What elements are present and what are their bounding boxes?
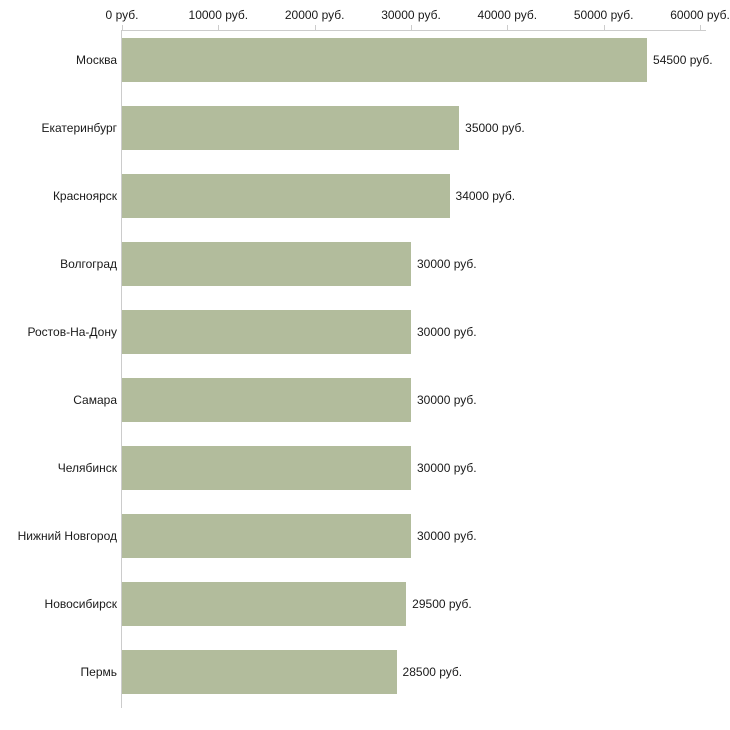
x-axis-tick-label: 0 руб. <box>105 8 139 22</box>
bar <box>122 38 648 82</box>
bar <box>122 174 450 218</box>
category-label: Нижний Новгород <box>17 529 117 543</box>
x-axis-line <box>121 30 706 31</box>
value-label: 30000 руб. <box>417 325 477 339</box>
category-label: Красноярск <box>52 189 117 203</box>
category-label: Самара <box>73 393 117 407</box>
x-axis-tick-label: 30000 руб. <box>381 8 441 22</box>
x-axis-tick-label: 50000 руб. <box>573 8 634 22</box>
x-axis-tick-mark <box>700 25 701 31</box>
value-label: 34000 руб. <box>455 189 516 203</box>
category-label: Москва <box>76 53 117 67</box>
category-label: Пермь <box>80 665 117 679</box>
category-label: Волгоград <box>60 257 117 271</box>
bar <box>122 446 411 490</box>
x-axis-tick-mark <box>603 25 605 31</box>
value-label: 35000 руб. <box>465 121 525 135</box>
x-axis-tick-mark <box>314 25 316 31</box>
category-label: Ростов-На-Дону <box>27 325 117 339</box>
value-label: 54500 руб. <box>653 53 713 67</box>
bar <box>122 650 397 694</box>
bar <box>122 106 460 150</box>
bar <box>122 378 411 422</box>
bar <box>122 310 411 354</box>
x-axis-tick-mark <box>122 25 123 31</box>
value-label: 30000 руб. <box>417 393 477 407</box>
category-label: Екатеринбург <box>41 121 118 135</box>
value-label: 30000 руб. <box>417 257 477 271</box>
x-axis-tick-label: 60000 руб. <box>670 8 730 22</box>
value-label: 28500 руб. <box>402 665 463 679</box>
x-axis-tick-mark <box>218 25 220 31</box>
value-label: 29500 руб. <box>412 597 472 611</box>
bar <box>122 242 411 286</box>
x-axis-tick-mark <box>411 25 412 31</box>
bar <box>122 582 407 626</box>
x-axis-tick-label: 40000 руб. <box>477 8 538 22</box>
bar <box>122 514 411 558</box>
y-axis-line <box>121 30 122 708</box>
value-label: 30000 руб. <box>417 461 477 475</box>
value-label: 30000 руб. <box>417 529 477 543</box>
category-label: Новосибирск <box>44 597 117 611</box>
category-label: Челябинск <box>57 461 117 475</box>
x-axis-tick-label: 20000 руб. <box>284 8 345 22</box>
x-axis-tick-label: 10000 руб. <box>188 8 249 22</box>
x-axis-tick-mark <box>507 25 509 31</box>
